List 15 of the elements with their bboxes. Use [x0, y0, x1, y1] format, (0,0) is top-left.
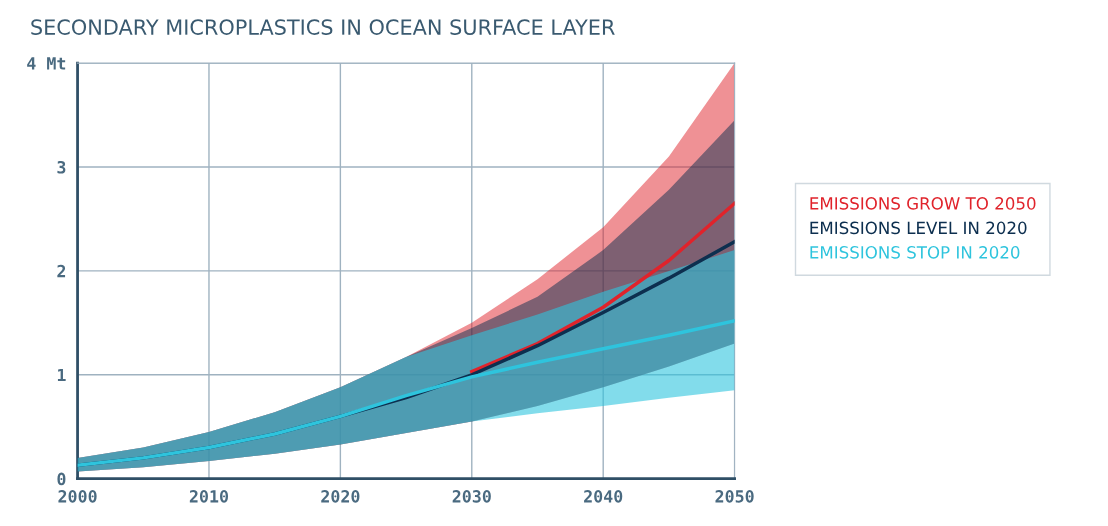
x-tick-label: 2030: [452, 490, 491, 503]
y-tick-label: 2: [57, 264, 66, 278]
y-tick-label: 1: [57, 368, 66, 382]
y-tick-label: 4 Mt: [27, 57, 66, 70]
text: EMISSIONS LEVEL IN 2020: [810, 221, 1027, 235]
y-tick-label: 0: [57, 472, 66, 486]
x-tick-label: 2020: [321, 490, 360, 503]
text: EMISSIONS GROW TO 2050: [810, 197, 1036, 210]
chart-title: SECONDARY MICROPLASTICS IN OCEAN SURFACE LAYER: [31, 19, 615, 35]
x-tick-label: 2010: [189, 490, 229, 503]
text: EMISSIONS STOP IN 2020: [810, 246, 1020, 259]
x-tick-label: 2050: [715, 490, 754, 503]
x-tick-label: 2040: [584, 490, 623, 503]
x-tick-label: 2000: [58, 490, 97, 503]
y-tick-label: 3: [57, 160, 66, 174]
